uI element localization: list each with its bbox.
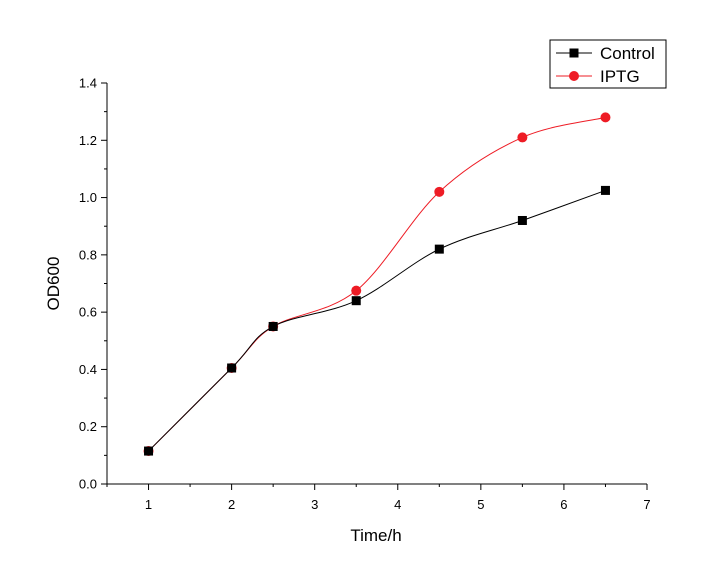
- data-point-iptg: [517, 132, 528, 143]
- x-tick-label: 6: [560, 497, 567, 512]
- y-tick-label: 0.0: [79, 477, 97, 492]
- legend-marker-iptg: [569, 71, 579, 81]
- data-point-control: [351, 296, 361, 306]
- legend: Control IPTG: [549, 39, 667, 89]
- series-line-iptg: [148, 116, 606, 452]
- legend-label-control: Control: [600, 44, 655, 63]
- y-tick-label: 1.0: [79, 190, 97, 205]
- data-point-control: [227, 363, 237, 373]
- y-tick-label: 0.4: [79, 362, 97, 377]
- y-axis-title: OD600: [44, 257, 63, 311]
- x-tick-label: 5: [477, 497, 484, 512]
- x-axis-title: Time/h: [350, 526, 401, 545]
- y-tick-label: 1.4: [79, 76, 97, 91]
- y-tick-label: 0.2: [79, 419, 97, 434]
- x-tick-label: 3: [311, 497, 318, 512]
- legend-label-iptg: IPTG: [600, 67, 640, 86]
- data-point-control: [517, 215, 527, 225]
- y-tick-label: 1.2: [79, 133, 97, 148]
- legend-box: [549, 39, 667, 89]
- y-tick-label: 0.8: [79, 247, 97, 262]
- legend-marker-control: [569, 48, 579, 58]
- data-point-iptg: [600, 112, 611, 123]
- x-tick-label: 4: [394, 497, 401, 512]
- x-tick-label: 7: [643, 497, 650, 512]
- data-point-control: [434, 244, 444, 254]
- series: [143, 112, 611, 457]
- data-point-control: [144, 446, 154, 456]
- data-point-iptg: [351, 285, 362, 296]
- series-line-control: [148, 189, 606, 452]
- data-point-iptg: [434, 186, 445, 197]
- data-point-control: [600, 185, 610, 195]
- axes: [106, 83, 647, 485]
- x-tick-label: 2: [228, 497, 235, 512]
- data-point-control: [268, 321, 278, 331]
- x-tick-label: 1: [145, 497, 152, 512]
- ticks: 0.0 0.2 0.4 0.6 0.8 1.0 1.2 1.4 1 2 3 4 5 6 7: [79, 76, 651, 513]
- y-tick-label: 0.6: [79, 305, 97, 320]
